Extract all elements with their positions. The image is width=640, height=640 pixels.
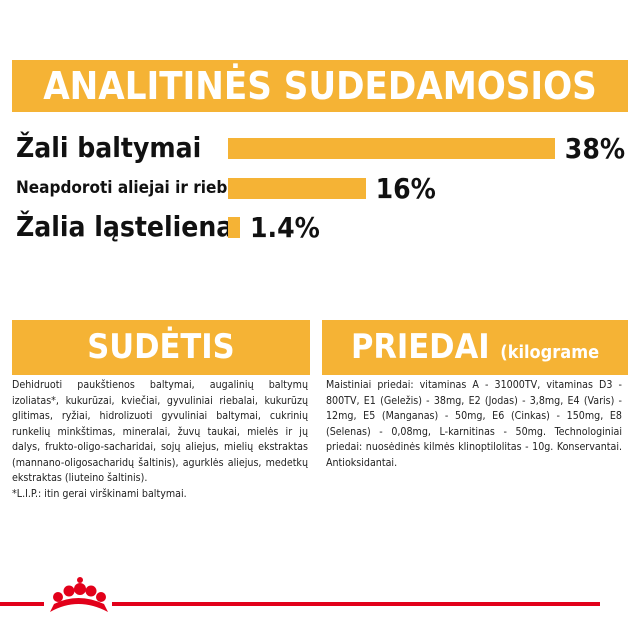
section-header: PRIEDAI (kilograme ėdalo) <box>322 320 628 423</box>
value-label: 1.4% <box>250 211 320 244</box>
bar <box>228 138 555 159</box>
value-label: 38% <box>564 132 626 165</box>
bar <box>228 178 366 199</box>
section-title: PRIEDAI <box>350 327 490 367</box>
section-text: Maistiniai priedai: vitaminas A - 31000T… <box>326 379 622 469</box>
category-label: Žali baltymai <box>16 131 202 164</box>
section-subtitle: (kilograme ėdalo) <box>446 342 600 423</box>
section-text: Dehidruoti paukštienos baltymai, augalin… <box>12 378 308 502</box>
category-label: Žalia ląsteliena <box>16 210 234 243</box>
composition-text: Dehidruoti paukštienos baltymai, augalin… <box>12 379 308 484</box>
chart-title: ANALITINĖS SUDEDAMOSIOS DALYS <box>12 60 628 160</box>
category-label: Neapdoroti aliejai ir riebalai <box>16 178 259 198</box>
section-title: SUDĖTIS <box>12 320 310 375</box>
composition-note: *L.I.P.: itin gerai virškinami baltymai. <box>12 487 187 500</box>
value-label: 16% <box>375 172 436 205</box>
bar <box>228 217 241 238</box>
